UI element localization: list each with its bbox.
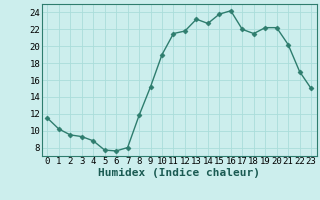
X-axis label: Humidex (Indice chaleur): Humidex (Indice chaleur) bbox=[98, 168, 260, 178]
